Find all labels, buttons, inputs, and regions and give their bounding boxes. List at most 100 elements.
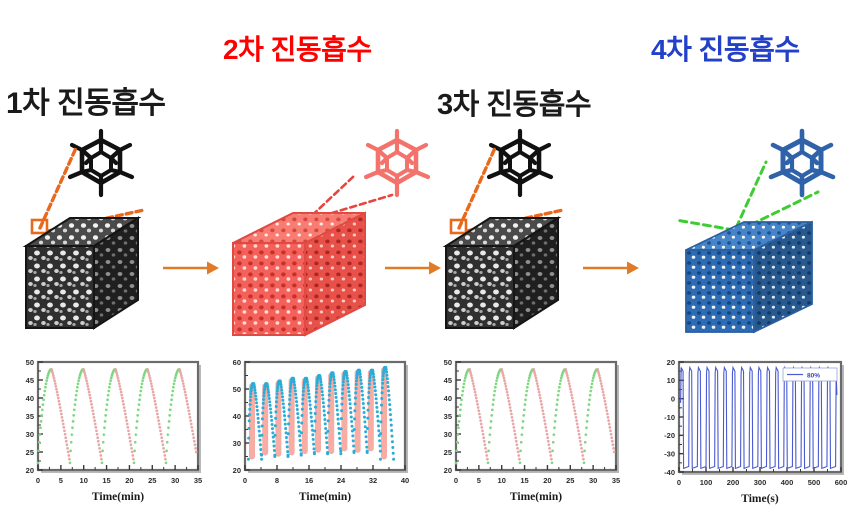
data-point	[249, 395, 253, 399]
data-point	[462, 385, 465, 389]
data-point	[64, 439, 68, 443]
data-point	[280, 388, 284, 392]
data-point	[361, 402, 365, 406]
data-point	[367, 386, 371, 390]
data-point	[261, 411, 265, 415]
data-point	[103, 420, 107, 423]
data-point	[42, 398, 45, 402]
data-point	[162, 450, 166, 454]
data-point	[338, 447, 342, 451]
data-point	[340, 396, 344, 400]
data-point	[365, 445, 369, 449]
data-point	[375, 405, 379, 409]
data-point	[391, 445, 395, 449]
data-point	[256, 416, 260, 420]
data-point	[526, 382, 530, 386]
x-tick-label: 30	[589, 476, 597, 485]
data-point	[527, 376, 531, 380]
data-point	[522, 414, 526, 417]
data-point	[577, 429, 580, 433]
data-point	[538, 396, 542, 400]
data-point	[323, 417, 327, 421]
data-point	[366, 416, 370, 420]
stage-1-cage-group	[56, 128, 146, 208]
data-point	[299, 448, 303, 452]
data-point	[260, 453, 264, 457]
x-axis-title: Time(min)	[299, 491, 351, 503]
data-point	[40, 408, 44, 412]
data-point	[577, 432, 581, 436]
data-point	[327, 393, 331, 397]
data-point	[191, 429, 194, 433]
data-point	[381, 378, 385, 382]
data-point	[565, 372, 569, 375]
data-point	[169, 403, 173, 406]
data-point	[474, 396, 478, 400]
data-point	[155, 409, 159, 413]
data-point	[611, 443, 615, 447]
data-point	[270, 418, 274, 422]
data-point	[309, 415, 313, 419]
data-point	[334, 391, 338, 395]
data-point	[610, 436, 614, 440]
data-point	[325, 445, 329, 449]
data-point	[96, 436, 100, 440]
data-point	[326, 411, 330, 415]
data-point	[247, 426, 251, 430]
data-point	[147, 372, 151, 375]
data-point	[537, 390, 541, 394]
data-point	[381, 381, 385, 385]
data-point	[60, 415, 64, 419]
data-point	[612, 450, 616, 454]
data-point	[537, 387, 540, 391]
data-point	[480, 426, 484, 429]
stage-3-label: 3차 진동흡수	[437, 89, 592, 121]
data-point	[301, 402, 305, 406]
data-point	[489, 420, 493, 423]
data-point	[508, 406, 512, 409]
data-point	[490, 414, 494, 417]
data-point	[287, 422, 291, 426]
data-point	[320, 390, 324, 394]
data-point	[166, 433, 170, 437]
data-point	[484, 450, 488, 454]
data-point	[306, 383, 310, 387]
data-point	[126, 426, 130, 429]
data-point	[347, 394, 351, 398]
data-point	[388, 408, 392, 412]
data-point	[257, 429, 261, 433]
data-point	[599, 382, 603, 385]
data-point	[359, 382, 363, 386]
data-point	[76, 382, 80, 386]
data-point	[151, 387, 154, 391]
data-point	[387, 389, 391, 393]
data-point	[380, 391, 384, 395]
data-point	[511, 419, 514, 422]
data-point	[266, 385, 270, 389]
data-point	[275, 389, 279, 393]
x-tick-label: 5	[477, 476, 481, 485]
data-point	[307, 389, 311, 393]
data-point	[284, 435, 288, 439]
data-point	[455, 449, 458, 453]
data-point	[266, 388, 270, 392]
data-point	[190, 426, 194, 429]
data-point	[298, 434, 302, 438]
data-point	[389, 418, 393, 422]
data-point	[274, 416, 278, 420]
data-point	[610, 439, 614, 443]
data-point	[77, 376, 81, 380]
data-point	[351, 434, 355, 438]
data-point	[99, 454, 103, 457]
x-tick-label: 200	[727, 478, 740, 487]
data-point	[495, 376, 499, 380]
carbon-cage-molecule-blue	[768, 128, 836, 198]
data-point	[267, 390, 271, 394]
data-point	[573, 409, 577, 413]
data-point	[297, 425, 301, 429]
data-point	[535, 379, 538, 383]
data-point	[187, 409, 191, 413]
x-tick-label: 10	[80, 476, 88, 485]
data-point	[86, 385, 90, 388]
